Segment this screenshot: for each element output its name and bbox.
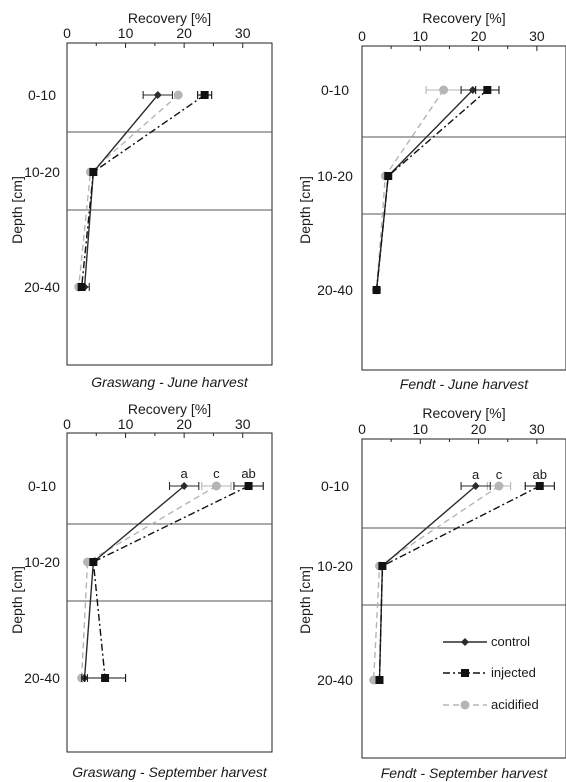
series-line-control (375, 89, 474, 291)
data-point-injected (372, 286, 381, 294)
series-line-injected (92, 485, 249, 679)
legend-label: acidified (491, 697, 539, 712)
plot-frame (66, 432, 273, 753)
data-point-acidified (173, 90, 183, 100)
x-tick-label: 0 (63, 25, 71, 41)
x-tick-label: 0 (63, 416, 71, 432)
data-point-injected (200, 91, 209, 99)
x-tick-label: 20 (471, 28, 487, 44)
panel-title: Fendt - September harvest (381, 765, 549, 781)
x-tick-label: 20 (176, 25, 192, 41)
x-tick-label: 10 (412, 28, 428, 44)
x-tick-label: 30 (235, 25, 251, 41)
data-point-acidified (439, 85, 449, 95)
data-point-control (180, 482, 189, 490)
depth-category-label: 0-10 (321, 82, 349, 98)
series-line-injected (80, 94, 206, 288)
data-point-injected (535, 482, 544, 490)
x-tick-label: 0 (358, 421, 366, 437)
legend-label: injected (491, 665, 536, 680)
data-point-injected (483, 86, 492, 94)
panel-title: Graswang - September harvest (72, 764, 268, 780)
depth-category-label: 20-40 (24, 670, 60, 686)
legend-marker-control (461, 638, 469, 646)
plot-frame (361, 438, 566, 759)
y-axis-title: Depth [cm] (9, 176, 25, 244)
significance-label: ab (533, 467, 547, 482)
data-point-control (153, 91, 162, 99)
panel-title: Graswang - June harvest (91, 374, 249, 390)
x-tick-label: 30 (235, 416, 251, 432)
depth-category-label: 0-10 (28, 478, 56, 494)
x-tick-label: 0 (358, 28, 366, 44)
y-axis-title: Depth [cm] (9, 566, 25, 634)
data-point-injected (89, 558, 98, 566)
x-axis-title: Recovery [%] (128, 401, 211, 417)
x-tick-label: 10 (118, 25, 134, 41)
series-line-acidified (372, 485, 500, 681)
x-tick-label: 30 (529, 421, 545, 437)
data-point-control (471, 482, 480, 490)
depth-category-label: 10-20 (24, 164, 60, 180)
depth-category-label: 20-40 (317, 672, 353, 688)
y-axis-title: Depth [cm] (297, 566, 313, 634)
x-axis-title: Recovery [%] (128, 10, 211, 26)
significance-label: a (472, 467, 480, 482)
series-line-acidified (78, 94, 179, 288)
series-line-injected (378, 485, 541, 681)
plot-frame (361, 45, 566, 371)
data-point-control (468, 86, 477, 94)
data-point-acidified (211, 481, 221, 491)
legend-marker-acidified (460, 700, 470, 710)
series-line-control (378, 485, 477, 681)
depth-category-label: 0-10 (28, 87, 56, 103)
data-point-injected (101, 674, 110, 682)
depth-category-label: 10-20 (317, 558, 353, 574)
x-tick-label: 20 (471, 421, 487, 437)
significance-label: a (181, 466, 189, 481)
data-point-injected (384, 172, 393, 180)
data-point-injected (89, 168, 98, 176)
x-tick-label: 30 (529, 28, 545, 44)
significance-label: c (496, 467, 503, 482)
legend-label: control (491, 634, 530, 649)
significance-label: c (213, 466, 220, 481)
legend-marker-injected (461, 669, 469, 677)
depth-category-label: 20-40 (24, 279, 60, 295)
significance-label: ab (241, 466, 255, 481)
depth-category-label: 10-20 (317, 168, 353, 184)
data-point-acidified (494, 481, 504, 491)
series-line-injected (375, 89, 488, 291)
data-point-injected (244, 482, 253, 490)
depth-category-label: 10-20 (24, 554, 60, 570)
y-axis-title: Depth [cm] (297, 176, 313, 244)
x-tick-label: 10 (412, 421, 428, 437)
series-line-control (83, 94, 159, 288)
x-axis-title: Recovery [%] (422, 405, 505, 421)
x-tick-label: 10 (118, 416, 134, 432)
x-axis-title: Recovery [%] (422, 10, 505, 26)
data-point-injected (378, 562, 387, 570)
depth-category-label: 20-40 (317, 282, 353, 298)
data-point-injected (375, 676, 384, 684)
plot-frame (66, 42, 273, 366)
x-tick-label: 20 (176, 416, 192, 432)
data-point-injected (77, 283, 86, 291)
panel-title: Fendt - June harvest (400, 376, 530, 392)
series-line-control (83, 485, 185, 679)
depth-category-label: 0-10 (321, 478, 349, 494)
